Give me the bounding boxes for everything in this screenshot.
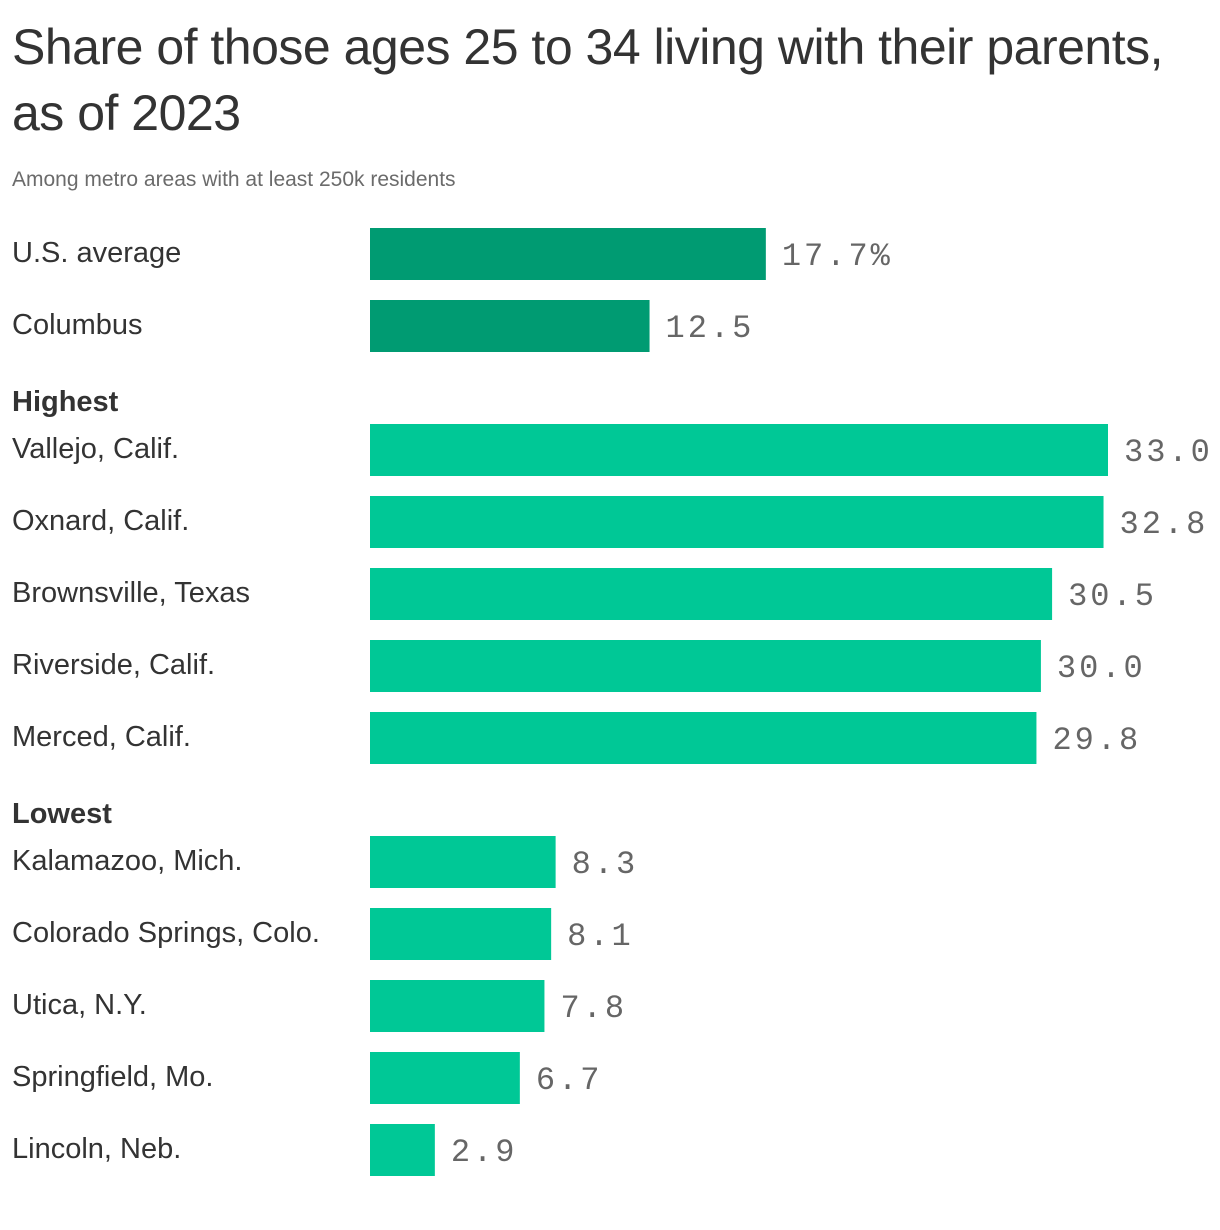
- bar-value-colorado-springs-colo: 8.1: [567, 918, 634, 955]
- bar-value-kalamazoo-mich: 8.3: [572, 846, 639, 883]
- bar-merced-calif: [370, 712, 1037, 764]
- bar-label-kalamazoo-mich: Kalamazoo, Mich.: [12, 845, 243, 877]
- bar-value-springfield-mo: 6.7: [536, 1062, 603, 1099]
- chart-subtitle: Among metro areas with at least 250k res…: [12, 168, 456, 191]
- bar-u-s-average: [370, 228, 766, 280]
- bar-value-oxnard-calif: 32.8: [1120, 506, 1209, 543]
- bar-utica-n-y: [370, 980, 545, 1032]
- bar-value-riverside-calif: 30.0: [1057, 650, 1146, 687]
- bar-label-vallejo-calif: Vallejo, Calif.: [12, 433, 179, 465]
- bar-brownsville-texas: [370, 568, 1053, 620]
- bar-kalamazoo-mich: [370, 836, 556, 888]
- bar-label-merced-calif: Merced, Calif.: [12, 721, 191, 753]
- bar-lincoln-neb: [370, 1124, 435, 1176]
- bar-colorado-springs-colo: [370, 908, 552, 960]
- bar-springfield-mo: [370, 1052, 520, 1104]
- bar-label-u-s-average: U.S. average: [12, 237, 181, 269]
- bar-label-brownsville-texas: Brownsville, Texas: [12, 577, 250, 609]
- bar-riverside-calif: [370, 640, 1041, 692]
- group-heading-highest: Highest: [12, 386, 119, 418]
- bar-value-utica-n-y: 7.8: [560, 990, 627, 1027]
- group-heading-lowest: Lowest: [12, 798, 112, 830]
- bar-columbus: [370, 300, 650, 352]
- bar-value-vallejo-calif: 33.0: [1124, 434, 1213, 471]
- bar-label-springfield-mo: Springfield, Mo.: [12, 1061, 214, 1093]
- bar-value-u-s-average: 17.7%: [782, 238, 893, 275]
- bar-value-lincoln-neb: 2.9: [451, 1134, 518, 1171]
- bar-value-brownsville-texas: 30.5: [1068, 578, 1157, 615]
- bar-label-oxnard-calif: Oxnard, Calif.: [12, 505, 189, 537]
- chart-title: Share of those ages 25 to 34 living with…: [12, 19, 1164, 141]
- bar-vallejo-calif: [370, 424, 1108, 476]
- bar-label-utica-n-y: Utica, N.Y.: [12, 989, 147, 1021]
- bar-value-columbus: 12.5: [666, 310, 755, 347]
- bar-label-columbus: Columbus: [12, 309, 143, 341]
- bar-label-colorado-springs-colo: Colorado Springs, Colo.: [12, 917, 320, 949]
- bar-oxnard-calif: [370, 496, 1104, 548]
- bar-label-riverside-calif: Riverside, Calif.: [12, 649, 215, 681]
- bar-value-merced-calif: 29.8: [1052, 722, 1141, 759]
- bar-label-lincoln-neb: Lincoln, Neb.: [12, 1133, 181, 1165]
